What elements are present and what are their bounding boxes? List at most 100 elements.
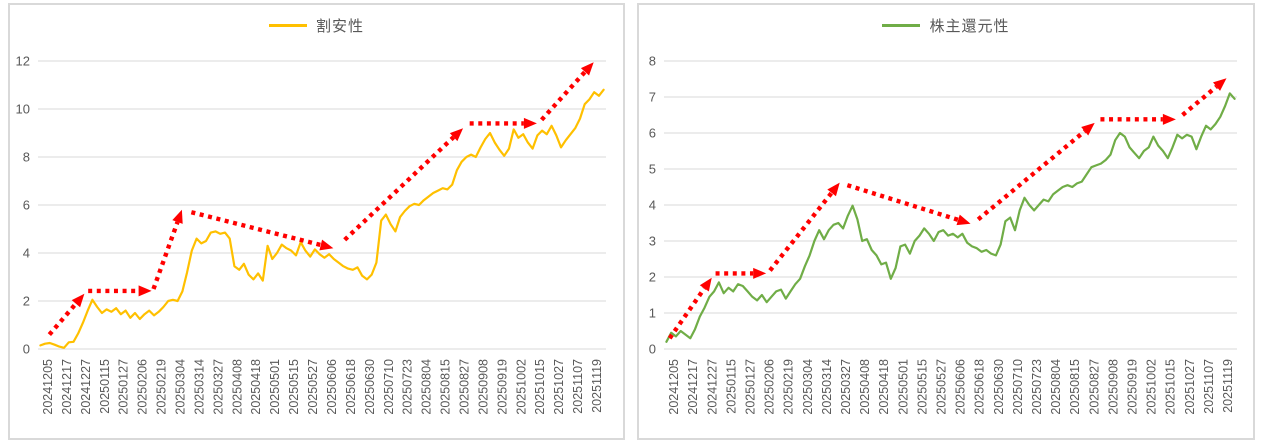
chart-panel-shareholder-return: 株主還元性 0 1 2 3 4 5 6 7 8 20241205 20241217 20241227 2… (637, 3, 1255, 440)
trend-arrow (846, 183, 971, 226)
trend-arrow-shaft (47, 302, 78, 337)
x-axis-tick-label: 20250827 (458, 359, 472, 415)
x-axis-tick-label: 20250408 (230, 359, 244, 415)
plot-area: 0 1 2 3 4 5 6 7 8 20241205 20241217 20241227 2025011… (649, 54, 1237, 415)
x-axis-tick-label: 20250418 (877, 359, 891, 415)
y-axis-tick-label: 8 (649, 54, 656, 69)
y-axis-tick-label: 10 (16, 102, 30, 117)
trend-arrow (151, 209, 183, 290)
y-axis-tick-label: 7 (649, 90, 656, 105)
y-axis-tick-label: 6 (23, 198, 30, 213)
x-axis-tick-label: 20250327 (211, 359, 225, 415)
trend-arrow (667, 277, 712, 340)
x-axis-tick-label: 20250919 (495, 359, 509, 415)
x-axis-tick-label: 20250206 (136, 359, 150, 415)
x-axis-tick-label: 20250827 (1087, 359, 1101, 415)
x-axis-tick-label: 20250127 (117, 359, 131, 415)
x-axis-tick-label: 20250115 (98, 359, 112, 414)
legend-label: 株主還元性 (929, 18, 1010, 35)
x-axis-tick-label: 20250815 (1068, 359, 1082, 415)
x-axis-tick-label: 20250515 (915, 359, 929, 415)
x-axis-tick-label: 20250501 (268, 359, 282, 415)
trend-arrow-head (956, 214, 971, 226)
y-axis-tick-label: 0 (23, 342, 30, 357)
x-axis-tick-label: 20250908 (1106, 359, 1120, 415)
trend-arrow (715, 267, 767, 279)
y-axis-tick-label: 8 (23, 150, 30, 165)
legend: 株主還元性 (639, 15, 1253, 36)
x-axis-tick-label: 20250630 (992, 359, 1006, 415)
trend-arrow-head (449, 128, 464, 142)
x-axis-tick-label: 20250527 (306, 359, 320, 415)
trend-arrow-head (1212, 78, 1227, 91)
x-axis-tick-label: 20241227 (79, 359, 93, 415)
trend-arrow-head (1162, 113, 1176, 125)
trend-arrow-head (71, 293, 85, 308)
trend-arrow (768, 182, 840, 272)
x-axis-tick-label: 20251015 (1164, 359, 1178, 415)
x-axis-tick-label: 20250606 (325, 359, 339, 415)
x-axis-tick-label: 20250219 (782, 359, 796, 415)
x-axis-tick-label: 20250127 (743, 359, 757, 415)
x-axis-tick-label: 20241205 (667, 359, 681, 415)
x-axis-tick-label: 20241227 (705, 359, 719, 415)
x-axis-tick-label: 20241217 (686, 359, 700, 415)
trend-arrow-head (172, 209, 183, 224)
y-axis-tick-label: 12 (16, 54, 30, 69)
x-axis-tick-label: 20250314 (820, 359, 834, 415)
x-axis-tick-label: 20250501 (896, 359, 910, 415)
x-axis-tick-label: 20251119 (1221, 359, 1235, 413)
legend-label: 割安性 (315, 18, 364, 35)
x-axis-tick-label: 20250515 (287, 359, 301, 415)
x-axis-tick-label: 20250418 (249, 359, 263, 415)
trend-arrow-head (523, 117, 537, 129)
trend-arrow (1181, 78, 1227, 117)
series-line (39, 88, 605, 349)
x-axis-tick-label: 20250304 (801, 359, 815, 415)
x-axis-tick-label: 20250710 (1011, 359, 1025, 415)
trend-arrow (88, 285, 152, 297)
trend-arrow-shaft (1181, 84, 1218, 117)
trend-arrow-shaft (539, 70, 587, 122)
x-axis-tick-label: 20250219 (155, 359, 169, 415)
trend-arrow (976, 122, 1095, 222)
x-axis-tick-label: 20250314 (192, 359, 206, 415)
trend-arrow (539, 62, 594, 122)
x-axis-tick-label: 20250606 (954, 359, 968, 415)
x-axis-tick-label: 20250304 (174, 359, 188, 415)
trend-arrow-shaft (667, 287, 707, 340)
legend-line-swatch (268, 24, 307, 27)
trend-arrow-shaft (343, 135, 456, 242)
x-axis-tick-label: 20250908 (476, 359, 490, 415)
y-axis-tick-label: 5 (649, 162, 656, 177)
x-axis-tick-label: 20250408 (858, 359, 872, 415)
x-axis-tick-label: 20251015 (533, 359, 547, 415)
trend-arrow-head (827, 182, 840, 197)
y-axis-tick-label: 4 (649, 198, 656, 213)
x-axis-tick-label: 20250527 (934, 359, 948, 415)
x-axis-tick-label: 20250710 (382, 359, 396, 415)
x-axis-tick-label: 20250723 (401, 359, 415, 415)
x-axis-tick-label: 20250919 (1125, 359, 1139, 415)
y-axis-tick-label: 0 (649, 342, 656, 357)
legend: 割安性 (10, 15, 623, 36)
chart-panel-undervaluation: 割安性 0 2 4 6 8 10 12 20241205 20241217 20241227 202… (8, 3, 625, 440)
x-axis-tick-label: 20251107 (571, 359, 585, 414)
trend-arrow-shaft (846, 183, 959, 222)
trend-arrow (190, 210, 334, 251)
trend-arrow-head (580, 62, 594, 76)
x-axis-tick-label: 20251027 (1183, 359, 1197, 415)
trend-arrow (469, 117, 537, 129)
x-axis-tick-label: 20241217 (60, 359, 74, 415)
y-axis-tick-label: 6 (649, 126, 656, 141)
trend-arrow-shaft (976, 129, 1087, 222)
y-axis-tick-label: 1 (649, 306, 656, 321)
trend-arrow-shaft (190, 210, 322, 248)
trend-arrow-head (138, 285, 152, 297)
x-axis-tick-label: 20250115 (724, 359, 738, 414)
x-axis-tick-label: 20250804 (420, 359, 434, 415)
x-axis-tick-label: 20250618 (344, 359, 358, 415)
trend-arrow-head (319, 239, 334, 251)
x-axis-tick-label: 20251027 (552, 359, 566, 415)
